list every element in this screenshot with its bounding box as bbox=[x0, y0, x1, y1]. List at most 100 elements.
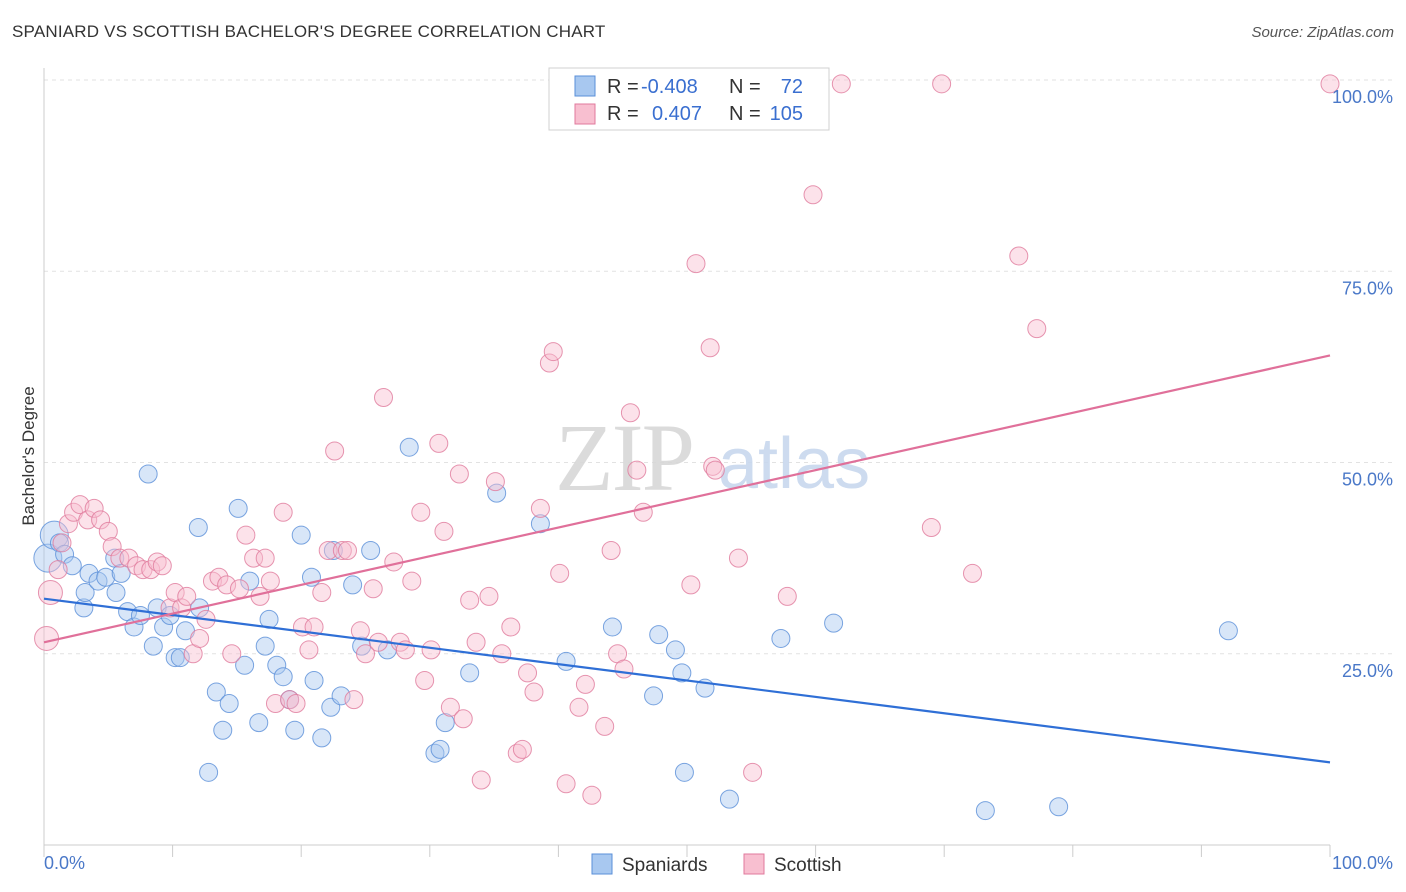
scottish-point bbox=[434, 521, 454, 541]
scottish-point bbox=[440, 697, 460, 717]
scottish-point bbox=[633, 502, 653, 522]
y-tick-label-25: 25.0% bbox=[1342, 661, 1393, 681]
scottish-point bbox=[411, 502, 431, 522]
spaniards-point bbox=[460, 663, 480, 683]
source-label: Source: ZipAtlas.com bbox=[1251, 24, 1394, 41]
spaniards-point bbox=[674, 762, 694, 782]
x-tick-label-max: 100.0% bbox=[1332, 853, 1393, 873]
spaniards-point bbox=[304, 671, 324, 691]
scottish-point bbox=[466, 632, 486, 652]
x-tick-label-min: 0.0% bbox=[44, 853, 85, 873]
spaniards-point bbox=[143, 636, 163, 656]
scottish-point bbox=[102, 537, 122, 557]
spaniards-point bbox=[425, 743, 445, 763]
scottish-point bbox=[402, 571, 422, 591]
spaniards-point bbox=[435, 713, 455, 733]
scottish-point bbox=[152, 556, 172, 576]
scottish-point bbox=[700, 338, 720, 358]
scottish-point bbox=[84, 498, 104, 518]
spaniards-point bbox=[138, 464, 158, 484]
scottish-point bbox=[421, 640, 441, 660]
scottish-point bbox=[681, 575, 701, 595]
scottish-trend-line bbox=[43, 354, 1331, 644]
scottish-point bbox=[229, 579, 249, 599]
y-tick-label-100: 100.0% bbox=[1332, 87, 1393, 107]
scottish-point bbox=[492, 644, 512, 664]
y-tick-label-50: 50.0% bbox=[1342, 470, 1393, 490]
scottish-point bbox=[550, 563, 570, 583]
scottish-point bbox=[260, 571, 280, 591]
scottish-point bbox=[244, 548, 264, 568]
spaniards-point bbox=[96, 567, 116, 587]
scottish-point bbox=[34, 625, 60, 651]
scottish-point bbox=[48, 560, 68, 580]
spaniards-point bbox=[213, 720, 233, 740]
scottish-point bbox=[471, 770, 491, 790]
spaniards-point bbox=[644, 686, 664, 706]
spaniards-n-value: 72 bbox=[781, 76, 803, 98]
scottish-point bbox=[58, 514, 78, 534]
scottish-point bbox=[831, 74, 851, 94]
spaniards-point bbox=[285, 720, 305, 740]
scottish-point bbox=[962, 563, 982, 583]
scottish-point bbox=[777, 586, 797, 606]
spaniards-point bbox=[249, 713, 269, 733]
spaniards-point bbox=[255, 636, 275, 656]
spaniards-point bbox=[556, 651, 576, 671]
scottish-point bbox=[190, 628, 210, 648]
scottish-point bbox=[507, 743, 527, 763]
scottish-point bbox=[255, 548, 275, 568]
scottish-point bbox=[620, 403, 640, 423]
scottish-r-value: 0.407 bbox=[652, 103, 702, 125]
spaniards-point bbox=[188, 518, 208, 538]
scottish-point bbox=[265, 693, 285, 713]
spaniards-stat-swatch bbox=[574, 75, 596, 97]
scottish-point bbox=[98, 521, 118, 541]
spaniards-point bbox=[75, 583, 95, 603]
spaniards-point bbox=[1218, 621, 1238, 641]
chart-title: SPANIARD VS SCOTTISH BACHELOR'S DEGREE C… bbox=[12, 22, 606, 41]
spaniards-point bbox=[343, 575, 363, 595]
scottish-point bbox=[374, 387, 394, 407]
spaniards-trend-line bbox=[43, 597, 1331, 764]
scottish-point bbox=[569, 697, 589, 717]
spaniards-point bbox=[206, 682, 226, 702]
scottish-point bbox=[512, 739, 532, 759]
scottish-point bbox=[70, 495, 90, 515]
scottish-point bbox=[582, 785, 602, 805]
spaniards-point bbox=[530, 514, 550, 534]
spaniards-point bbox=[199, 762, 219, 782]
scottish-point bbox=[332, 540, 352, 560]
axes bbox=[43, 68, 1331, 857]
scottish-point bbox=[91, 510, 111, 530]
stats-box: R = -0.408 N = 72 R = 0.407 N = 105 bbox=[548, 67, 830, 131]
scottish-point bbox=[449, 464, 469, 484]
scottish-point bbox=[728, 548, 748, 568]
spaniards-point bbox=[430, 739, 450, 759]
spaniards-point bbox=[771, 628, 791, 648]
scottish-point bbox=[177, 586, 197, 606]
scottish-point bbox=[209, 567, 229, 587]
scottish-point bbox=[337, 540, 357, 560]
scottish-point bbox=[236, 525, 256, 545]
scottish-point bbox=[686, 254, 706, 274]
spaniards-point bbox=[602, 617, 622, 637]
watermark-zip: ZIP bbox=[555, 404, 693, 511]
scottish-point bbox=[312, 583, 332, 603]
trend-lines bbox=[43, 354, 1331, 764]
legend-swatch-scottish bbox=[743, 853, 765, 875]
scottish-point bbox=[543, 342, 563, 362]
spaniards-point bbox=[219, 693, 239, 713]
scottish-point bbox=[518, 663, 538, 683]
scottish-point bbox=[705, 460, 725, 480]
spaniards-point bbox=[975, 801, 995, 821]
scottish-point bbox=[575, 674, 595, 694]
scottish-r-label: R = bbox=[607, 103, 639, 125]
spaniards-point bbox=[665, 640, 685, 660]
scottish-point bbox=[286, 693, 306, 713]
scottish-n-label: N = bbox=[729, 103, 761, 125]
spaniards-point bbox=[399, 437, 419, 457]
spaniards-point bbox=[312, 728, 332, 748]
spaniards-point bbox=[331, 686, 351, 706]
scottish-point bbox=[460, 590, 480, 610]
